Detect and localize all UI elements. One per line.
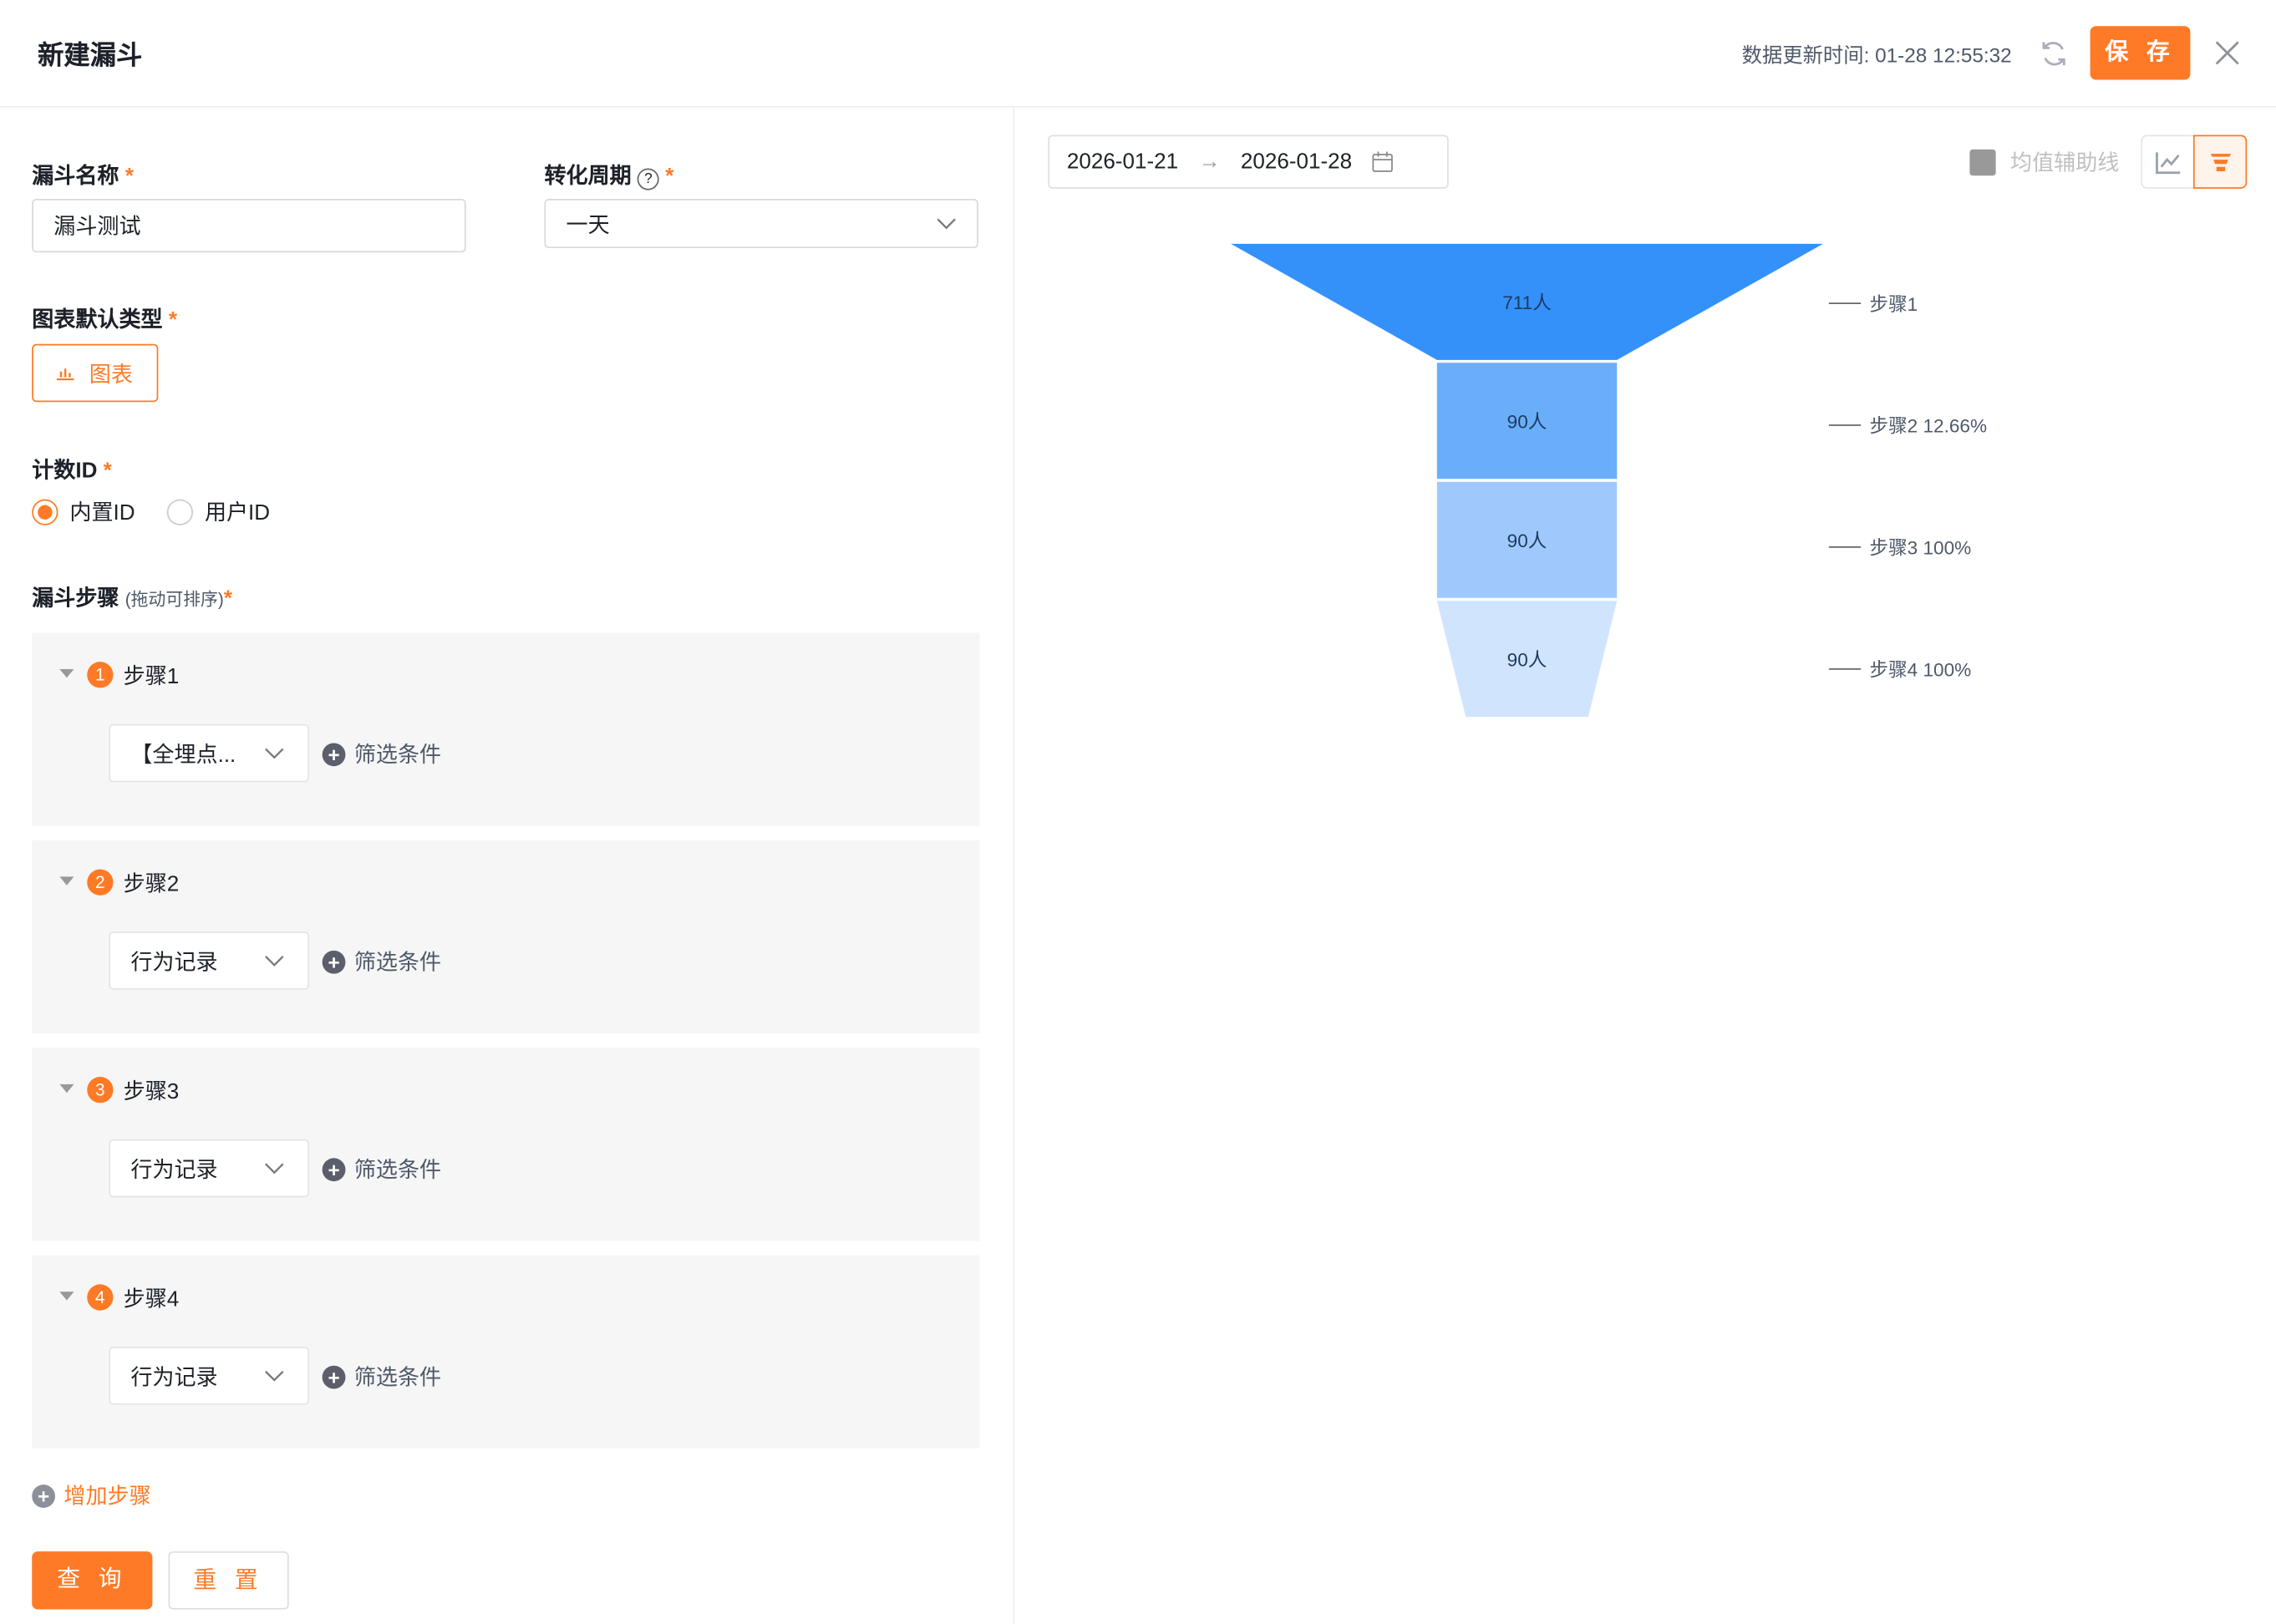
funnel-segment[interactable] xyxy=(1436,601,1618,718)
funnel-value-label: 711人 xyxy=(1502,292,1552,313)
add-filter-button[interactable]: + 筛选条件 xyxy=(322,738,442,769)
chevron-down-icon xyxy=(265,956,284,967)
radio-builtin-id[interactable]: 内置ID xyxy=(32,496,135,526)
step-card[interactable]: 1 步骤1 【全埋点... + 筛选条件 xyxy=(32,632,980,826)
funnel-legend-label: 步骤1 xyxy=(1870,294,1918,315)
arrow-right-icon: → xyxy=(1198,149,1221,175)
page-title: 新建漏斗 xyxy=(38,40,143,70)
funnel-legend-label: 步骤4 100% xyxy=(1870,660,1972,681)
event-select[interactable]: 【全埋点... xyxy=(109,723,310,783)
funnel-legend-label: 步骤3 100% xyxy=(1870,538,1972,559)
radio-label: 用户ID xyxy=(204,500,271,525)
funnel-icon xyxy=(2209,153,2231,171)
add-step-label: 增加步骤 xyxy=(64,1484,151,1510)
funnel-value-label: 90人 xyxy=(1507,649,1547,670)
date-range-picker[interactable]: 2026-01-21 → 2026-01-28 xyxy=(1048,134,1449,189)
chevron-down-icon xyxy=(265,748,284,759)
funnel-view-button[interactable] xyxy=(2192,134,2248,189)
step-number-badge: 3 xyxy=(87,1077,114,1104)
filter-label: 筛选条件 xyxy=(353,950,442,976)
event-value: 行为记录 xyxy=(130,1157,218,1182)
chart-type-label: 图表默认类型 * xyxy=(32,307,177,332)
filter-label: 筛选条件 xyxy=(353,1365,442,1391)
filter-label: 筛选条件 xyxy=(353,1158,442,1183)
chevron-down-icon xyxy=(265,1163,284,1175)
filter-label: 筛选条件 xyxy=(353,743,442,768)
add-filter-button[interactable]: + 筛选条件 xyxy=(322,1154,442,1184)
close-icon[interactable] xyxy=(2215,41,2240,66)
step-name: 步骤4 xyxy=(123,1287,180,1312)
line-chart-icon xyxy=(2155,151,2180,174)
checkbox-icon xyxy=(1969,149,1996,175)
add-filter-button[interactable]: + 筛选条件 xyxy=(322,1361,442,1391)
funnel-value-label: 90人 xyxy=(1507,411,1547,432)
event-select[interactable]: 行为记录 xyxy=(109,1347,310,1405)
chart-type-value: 图表 xyxy=(89,362,133,387)
update-time: 数据更新时间: 01-28 12:55:32 xyxy=(1741,43,2012,67)
name-label: 漏斗名称 * xyxy=(32,164,134,189)
funnel-name-input[interactable]: 漏斗测试 xyxy=(32,198,466,253)
plus-icon: + xyxy=(322,742,346,766)
event-select[interactable]: 行为记录 xyxy=(109,931,310,990)
funnel-segment[interactable] xyxy=(1436,363,1618,480)
divider xyxy=(1013,107,1015,1624)
step-number-badge: 1 xyxy=(87,662,114,688)
period-select[interactable]: 一天 xyxy=(544,198,978,249)
radio-checked-icon xyxy=(32,498,58,525)
avg-line-label: 均值辅助线 xyxy=(2010,150,2120,176)
steps-label: 漏斗步骤 (拖动可排序)* xyxy=(32,586,233,612)
event-value: 【全埋点... xyxy=(130,742,236,768)
funnel-value-label: 90人 xyxy=(1507,530,1547,551)
funnel-legend-label: 步骤2 12.66% xyxy=(1870,416,1988,437)
caret-down-icon[interactable] xyxy=(59,668,74,679)
query-button[interactable]: 查 询 xyxy=(32,1551,153,1610)
funnel-segment[interactable] xyxy=(1231,243,1823,360)
calendar-icon xyxy=(1373,151,1394,172)
add-filter-button[interactable]: + 筛选条件 xyxy=(322,946,442,977)
radio-unchecked-icon xyxy=(166,498,194,525)
step-card[interactable]: 4 步骤4 行为记录 + 筛选条件 xyxy=(32,1255,980,1449)
count-id-label: 计数ID * xyxy=(32,458,112,484)
add-step-button[interactable]: + 增加步骤 xyxy=(32,1480,151,1510)
event-select[interactable]: 行为记录 xyxy=(109,1139,310,1198)
help-icon[interactable]: ? xyxy=(637,168,660,190)
period-label: 转化周期 ? * xyxy=(544,164,674,190)
plus-icon: + xyxy=(322,949,346,973)
save-button[interactable]: 保 存 xyxy=(2090,26,2191,80)
step-number-badge: 4 xyxy=(87,1284,114,1311)
plus-icon: + xyxy=(322,1364,346,1388)
caret-down-icon[interactable] xyxy=(59,876,74,886)
funnel-segment[interactable] xyxy=(1436,481,1618,598)
radio-label: 内置ID xyxy=(69,500,135,525)
period-value: 一天 xyxy=(566,212,610,238)
caret-down-icon[interactable] xyxy=(59,1084,74,1094)
step-card[interactable]: 2 步骤2 行为记录 + 筛选条件 xyxy=(32,840,980,1033)
step-name: 步骤1 xyxy=(123,664,180,690)
plus-icon: + xyxy=(322,1157,346,1181)
radio-user-id[interactable]: 用户ID xyxy=(166,496,271,526)
step-number-badge: 2 xyxy=(87,869,114,896)
avg-line-checkbox[interactable]: 均值辅助线 xyxy=(1969,146,2119,176)
caret-down-icon[interactable] xyxy=(59,1292,74,1302)
plus-icon: + xyxy=(32,1484,56,1508)
header xyxy=(0,0,2276,108)
chart-type-button[interactable]: 图表 xyxy=(32,343,159,403)
step-name: 步骤2 xyxy=(123,872,180,897)
step-card[interactable]: 3 步骤3 行为记录 + 筛选条件 xyxy=(32,1048,980,1241)
chevron-down-icon xyxy=(265,1370,284,1382)
date-start: 2026-01-21 xyxy=(1066,149,1179,175)
date-end: 2026-01-28 xyxy=(1240,149,1353,175)
event-value: 行为记录 xyxy=(130,949,218,975)
event-value: 行为记录 xyxy=(130,1364,218,1390)
reset-button[interactable]: 重 置 xyxy=(168,1551,289,1610)
chevron-down-icon xyxy=(937,218,956,230)
refresh-icon[interactable] xyxy=(2040,39,2069,69)
bar-chart-icon xyxy=(57,368,75,381)
step-name: 步骤3 xyxy=(123,1079,180,1105)
